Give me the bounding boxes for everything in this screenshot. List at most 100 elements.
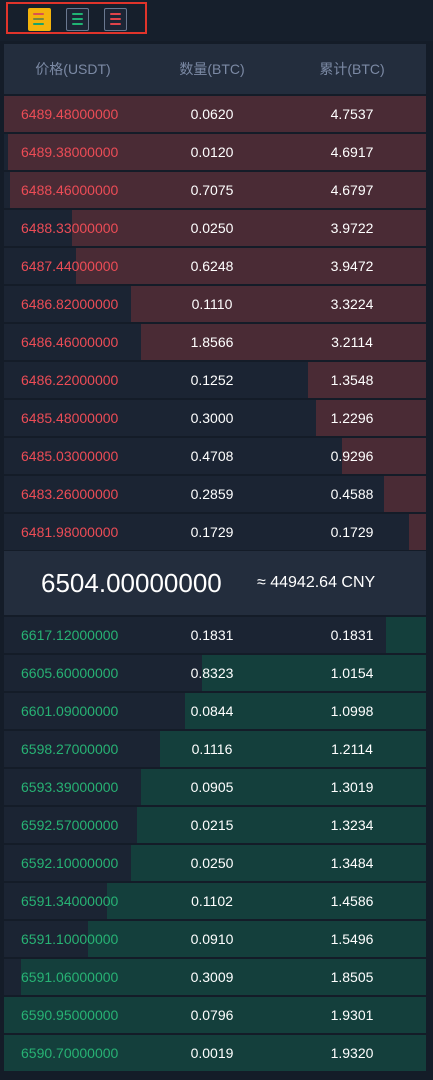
ask-order-row[interactable]: 6489.48000000 0.0620 4.7537 [4, 96, 426, 132]
order-amount: 0.0620 [191, 96, 234, 132]
order-amount: 0.4708 [191, 438, 234, 474]
order-total: 0.1831 [331, 617, 374, 653]
amount-column-header: 数量(BTC) [179, 44, 244, 94]
depth-bar [386, 617, 426, 653]
ask-order-row[interactable]: 6486.46000000 1.8566 3.2114 [4, 324, 426, 360]
order-amount: 0.6248 [191, 248, 234, 284]
all-orders-view-icon[interactable] [28, 8, 51, 31]
order-total: 3.9722 [331, 210, 374, 246]
order-amount: 0.1116 [192, 731, 233, 767]
order-total: 1.3484 [331, 845, 374, 881]
bid-order-row[interactable]: 6591.10000000 0.0910 1.5496 [4, 921, 426, 957]
order-price: 6601.09000000 [21, 693, 118, 729]
order-amount: 0.1252 [191, 362, 234, 398]
ask-order-row[interactable]: 6487.44000000 0.6248 3.9472 [4, 248, 426, 284]
ask-order-row[interactable]: 6488.33000000 0.0250 3.9722 [4, 210, 426, 246]
order-total: 4.7537 [331, 96, 374, 132]
depth-bar [88, 921, 426, 957]
order-price: 6598.27000000 [21, 731, 118, 767]
order-price: 6590.70000000 [21, 1035, 118, 1071]
ask-order-row[interactable]: 6486.22000000 0.1252 1.3548 [4, 362, 426, 398]
order-amount: 0.0250 [191, 210, 234, 246]
order-price: 6591.34000000 [21, 883, 118, 919]
order-total: 1.5496 [331, 921, 374, 957]
order-total: 1.3234 [331, 807, 374, 843]
order-amount: 0.1831 [191, 617, 234, 653]
order-amount: 1.8566 [191, 324, 234, 360]
order-amount: 0.2859 [191, 476, 234, 512]
depth-bar [409, 514, 426, 550]
depth-bar [141, 769, 426, 805]
total-column-header: 累计(BTC) [319, 44, 384, 94]
order-price: 6488.46000000 [21, 172, 118, 208]
bid-order-row[interactable]: 6592.57000000 0.0215 1.3234 [4, 807, 426, 843]
bid-order-row[interactable]: 6601.09000000 0.0844 1.0998 [4, 693, 426, 729]
depth-bar [131, 845, 426, 881]
last-price-panel: 6504.00000000 ≈ 44942.64 CNY [4, 551, 426, 615]
order-price: 6485.48000000 [21, 400, 118, 436]
order-price: 6483.26000000 [21, 476, 118, 512]
order-price: 6481.98000000 [21, 514, 118, 550]
order-amount: 0.1110 [192, 286, 233, 322]
order-price: 6605.60000000 [21, 655, 118, 691]
order-price: 6486.82000000 [21, 286, 118, 322]
bid-order-row[interactable]: 6617.12000000 0.1831 0.1831 [4, 617, 426, 653]
order-price: 6591.06000000 [21, 959, 118, 995]
order-price: 6488.33000000 [21, 210, 118, 246]
price-column-header: 价格(USDT) [35, 44, 110, 94]
order-amount: 0.1102 [191, 883, 233, 919]
ask-order-row[interactable]: 6485.03000000 0.4708 0.9296 [4, 438, 426, 474]
bid-order-row[interactable]: 6593.39000000 0.0905 1.3019 [4, 769, 426, 805]
order-price: 6593.39000000 [21, 769, 118, 805]
order-price: 6487.44000000 [21, 248, 118, 284]
bids-only-view-icon[interactable] [66, 8, 89, 31]
ask-order-row[interactable]: 6481.98000000 0.1729 0.1729 [4, 514, 426, 550]
order-price: 6591.10000000 [21, 921, 118, 957]
order-amount: 0.3000 [191, 400, 234, 436]
order-price: 6486.22000000 [21, 362, 118, 398]
order-total: 1.2114 [331, 731, 373, 767]
order-amount: 0.0844 [191, 693, 234, 729]
bid-order-row[interactable]: 6590.70000000 0.0019 1.9320 [4, 1035, 426, 1071]
orderbook-header: 价格(USDT) 数量(BTC) 累计(BTC) [4, 44, 426, 94]
depth-bar [107, 883, 426, 919]
depth-bar [384, 476, 426, 512]
ask-order-row[interactable]: 6488.46000000 0.7075 4.6797 [4, 172, 426, 208]
order-price: 6590.95000000 [21, 997, 118, 1033]
order-total: 1.9320 [331, 1035, 374, 1071]
order-price: 6489.48000000 [21, 96, 118, 132]
asks-only-view-icon[interactable] [104, 8, 127, 31]
order-amount: 0.8323 [191, 655, 234, 691]
order-price: 6489.38000000 [21, 134, 118, 170]
ask-order-row[interactable]: 6486.82000000 0.1110 3.3224 [4, 286, 426, 322]
cny-equivalent: ≈ 44942.64 CNY [257, 551, 375, 615]
order-total: 1.4586 [331, 883, 374, 919]
bid-order-row[interactable]: 6592.10000000 0.0250 1.3484 [4, 845, 426, 881]
order-total: 4.6917 [331, 134, 374, 170]
order-amount: 0.0910 [191, 921, 234, 957]
order-amount: 0.0250 [191, 845, 234, 881]
depth-bar [202, 655, 426, 691]
bid-order-row[interactable]: 6605.60000000 0.8323 1.0154 [4, 655, 426, 691]
order-total: 3.2114 [331, 324, 373, 360]
bid-order-row[interactable]: 6590.95000000 0.0796 1.9301 [4, 997, 426, 1033]
bid-order-row[interactable]: 6598.27000000 0.1116 1.2114 [4, 731, 426, 767]
depth-bar [131, 286, 426, 322]
order-total: 0.1729 [331, 514, 374, 550]
ask-order-row[interactable]: 6483.26000000 0.2859 0.4588 [4, 476, 426, 512]
bid-order-row[interactable]: 6591.06000000 0.3009 1.8505 [4, 959, 426, 995]
order-amount: 0.0019 [191, 1035, 234, 1071]
order-amount: 0.7075 [191, 172, 234, 208]
order-amount: 0.0796 [191, 997, 234, 1033]
bid-order-row[interactable]: 6591.34000000 0.1102 1.4586 [4, 883, 426, 919]
order-price: 6486.46000000 [21, 324, 118, 360]
order-amount: 0.0905 [191, 769, 234, 805]
ask-order-row[interactable]: 6489.38000000 0.0120 4.6917 [4, 134, 426, 170]
order-total: 1.3019 [331, 769, 374, 805]
order-total: 1.8505 [331, 959, 374, 995]
order-price: 6592.10000000 [21, 845, 118, 881]
order-total: 0.4588 [331, 476, 374, 512]
order-amount: 0.1729 [191, 514, 234, 550]
ask-order-row[interactable]: 6485.48000000 0.3000 1.2296 [4, 400, 426, 436]
order-total: 3.3224 [331, 286, 374, 322]
